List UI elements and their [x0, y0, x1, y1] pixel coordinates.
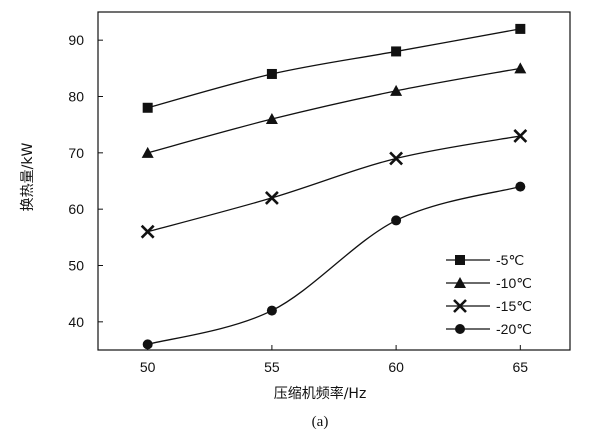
data-point	[142, 339, 153, 350]
data-point	[514, 62, 527, 74]
legend-label: -20℃	[496, 321, 532, 337]
data-point	[264, 190, 279, 205]
y-axis-label: 换热量/kW	[19, 143, 36, 212]
legend-marker	[455, 255, 465, 265]
data-point	[266, 68, 277, 79]
data-point	[391, 46, 402, 57]
data-point	[515, 23, 526, 34]
data-point	[142, 102, 153, 113]
data-point	[389, 151, 404, 166]
y-tick-label: 60	[68, 201, 84, 217]
y-tick-label: 80	[68, 89, 84, 105]
figure-caption: (a)	[312, 414, 329, 430]
y-tick-label: 40	[68, 314, 84, 330]
data-point	[266, 305, 277, 316]
data-point	[513, 129, 528, 143]
x-tick-label: 55	[264, 359, 280, 375]
y-tick-label: 50	[68, 258, 84, 274]
series-line	[147, 28, 521, 109]
x-axis-label: 压缩机频率/Hz	[274, 385, 367, 402]
data-point	[141, 146, 154, 158]
x-tick-label: 60	[388, 359, 404, 375]
legend-item: -10℃	[446, 275, 532, 291]
legend-item: -20℃	[446, 321, 532, 337]
data-point	[140, 224, 155, 239]
data-point	[391, 215, 402, 226]
legend-item: -15℃	[446, 298, 532, 314]
series-line	[147, 67, 521, 154]
legend-label: -15℃	[496, 298, 532, 314]
x-tick-label: 65	[513, 359, 529, 375]
x-tick-label: 50	[140, 359, 156, 375]
legend-marker	[453, 299, 467, 313]
series-line	[147, 135, 521, 233]
legend-item: -5℃	[446, 252, 524, 268]
data-point	[265, 113, 278, 125]
legend-label: -5℃	[496, 252, 524, 268]
plot-frame	[97, 11, 571, 351]
data-point	[515, 181, 526, 192]
series-line	[147, 186, 521, 345]
y-tick-label: 70	[68, 145, 84, 161]
legend-marker	[454, 277, 466, 288]
y-tick-label: 90	[68, 32, 84, 48]
legend-marker	[455, 324, 465, 334]
data-point	[390, 84, 403, 96]
legend-label: -10℃	[496, 275, 532, 291]
